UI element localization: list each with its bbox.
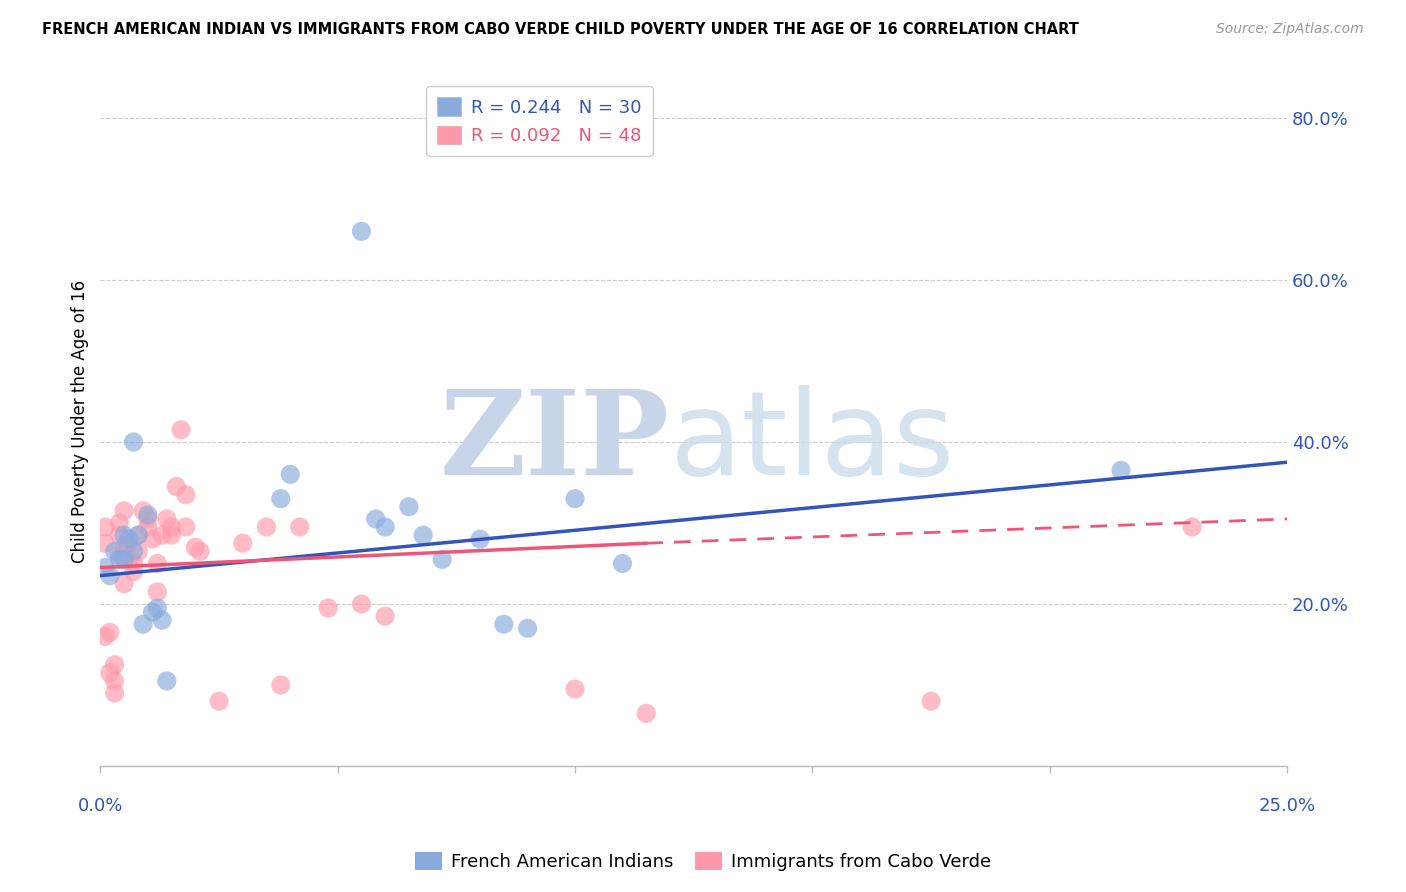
Point — [256, 520, 278, 534]
Point — [160, 520, 183, 534]
Point — [184, 541, 207, 555]
Point — [636, 706, 658, 721]
Point — [364, 512, 387, 526]
Point — [492, 617, 515, 632]
Point — [1181, 520, 1204, 534]
Point — [374, 520, 396, 534]
Point — [174, 520, 197, 534]
Point — [165, 479, 187, 493]
Point — [232, 536, 254, 550]
Point — [174, 488, 197, 502]
Point — [278, 467, 301, 482]
Point — [188, 544, 211, 558]
Point — [122, 434, 145, 449]
Point — [132, 504, 155, 518]
Point — [564, 491, 586, 506]
Point — [98, 625, 121, 640]
Point — [170, 423, 193, 437]
Legend: R = 0.244   N = 30, R = 0.092   N = 48: R = 0.244 N = 30, R = 0.092 N = 48 — [426, 87, 652, 156]
Point — [127, 528, 149, 542]
Point — [136, 520, 159, 534]
Point — [108, 552, 131, 566]
Point — [122, 565, 145, 579]
Point — [142, 532, 165, 546]
Text: FRENCH AMERICAN INDIAN VS IMMIGRANTS FROM CABO VERDE CHILD POVERTY UNDER THE AGE: FRENCH AMERICAN INDIAN VS IMMIGRANTS FRO… — [42, 22, 1078, 37]
Text: ZIP: ZIP — [440, 384, 671, 500]
Point — [350, 597, 373, 611]
Point — [118, 536, 141, 550]
Point — [104, 673, 127, 688]
Point — [112, 576, 135, 591]
Point — [112, 552, 135, 566]
Point — [156, 673, 179, 688]
Point — [108, 549, 131, 563]
Point — [94, 560, 117, 574]
Point — [94, 536, 117, 550]
Point — [146, 557, 169, 571]
Point — [98, 568, 121, 582]
Point — [136, 512, 159, 526]
Text: Source: ZipAtlas.com: Source: ZipAtlas.com — [1216, 22, 1364, 37]
Point — [150, 528, 173, 542]
Point — [208, 694, 231, 708]
Point — [316, 601, 339, 615]
Text: atlas: atlas — [671, 384, 955, 500]
Point — [146, 584, 169, 599]
Point — [270, 678, 292, 692]
Point — [127, 544, 149, 558]
Point — [398, 500, 420, 514]
Point — [412, 528, 434, 542]
Y-axis label: Child Poverty Under the Age of 16: Child Poverty Under the Age of 16 — [72, 280, 89, 563]
Point — [94, 520, 117, 534]
Point — [94, 629, 117, 643]
Point — [112, 541, 135, 555]
Point — [104, 657, 127, 672]
Point — [350, 224, 373, 238]
Point — [430, 552, 453, 566]
Point — [112, 504, 135, 518]
Text: 0.0%: 0.0% — [77, 797, 124, 814]
Point — [1109, 463, 1132, 477]
Legend: French American Indians, Immigrants from Cabo Verde: French American Indians, Immigrants from… — [408, 845, 998, 879]
Point — [118, 552, 141, 566]
Point — [112, 528, 135, 542]
Point — [564, 681, 586, 696]
Point — [920, 694, 942, 708]
Point — [156, 512, 179, 526]
Point — [150, 613, 173, 627]
Point — [108, 516, 131, 530]
Point — [146, 601, 169, 615]
Point — [612, 557, 634, 571]
Text: 25.0%: 25.0% — [1258, 797, 1316, 814]
Point — [98, 665, 121, 680]
Point — [132, 617, 155, 632]
Point — [104, 544, 127, 558]
Point — [516, 621, 538, 635]
Point — [108, 528, 131, 542]
Point — [122, 544, 145, 558]
Point — [160, 528, 183, 542]
Point — [122, 557, 145, 571]
Point — [468, 532, 491, 546]
Point — [104, 686, 127, 700]
Point — [374, 609, 396, 624]
Point — [270, 491, 292, 506]
Point — [127, 528, 149, 542]
Point — [136, 508, 159, 522]
Point — [288, 520, 311, 534]
Point — [142, 605, 165, 619]
Point — [118, 532, 141, 546]
